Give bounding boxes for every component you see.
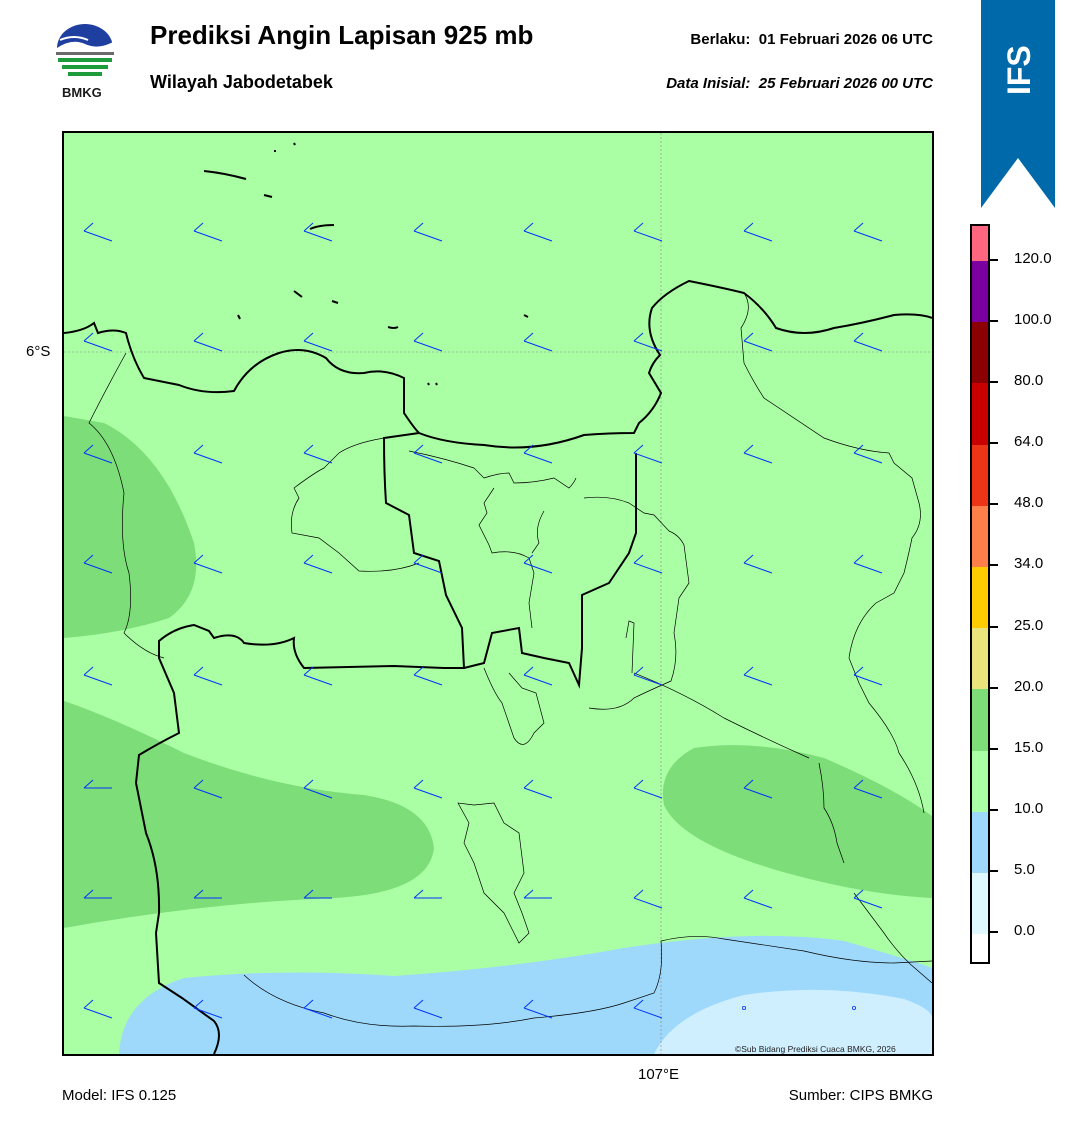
wind-barb-layer — [83, 222, 883, 1019]
colorbar-tick-label: 15.0 — [1014, 738, 1044, 756]
colorbar-tick-label: 10.0 — [1014, 799, 1044, 817]
colorbar-segment — [972, 934, 988, 962]
thousand-islands — [203, 142, 529, 386]
model-badge-label: IFS — [1001, 45, 1037, 95]
colorbar-segment — [972, 811, 988, 873]
colorbar-tick-label: 64.0 — [1014, 433, 1044, 451]
colorbar-segment — [972, 628, 988, 690]
colorbar-tick-label: 120.0 — [1014, 249, 1052, 267]
jakarta-boundary — [463, 453, 637, 689]
valid-time: Berlaku: 01 Februari 2026 06 UTC — [690, 31, 933, 48]
logo-text: BMKG — [62, 85, 102, 100]
colorbar-tick — [990, 442, 998, 445]
colorbar-tick-label: 100.0 — [1014, 311, 1052, 328]
colorbar-tick — [990, 503, 998, 506]
colorbar-tick-label: 20.0 — [1014, 677, 1044, 695]
colorbar-tick — [990, 381, 998, 384]
wind-barb — [303, 889, 332, 899]
colorbar-tick — [990, 258, 998, 261]
colorbar-tick — [990, 808, 998, 811]
map-background — [64, 133, 932, 1054]
wind-field-15-20-west — [64, 416, 197, 638]
wind-barb — [413, 889, 442, 899]
colorbar-segment — [972, 689, 988, 751]
wind-barb — [83, 779, 112, 789]
model-badge — [981, 0, 1055, 208]
colorbar-tick — [990, 320, 998, 322]
colorbar-segment — [972, 322, 988, 384]
colorbar-tick — [990, 747, 998, 750]
colorbar-tick — [990, 869, 998, 872]
colorbar-segment — [972, 873, 988, 935]
map-subtitle: Wilayah Jabodetabek — [150, 72, 333, 92]
model-info: Model: IFS 0.125 — [62, 1087, 177, 1104]
colorbar-segment — [972, 383, 988, 445]
colorbar-tick — [990, 686, 998, 689]
wind-barb — [741, 1005, 747, 1011]
wind-barb — [193, 889, 222, 899]
map-title: Prediksi Angin Lapisan 925 mb — [150, 20, 534, 50]
colorbar-tick — [990, 931, 998, 933]
colorbar-segment — [972, 750, 988, 812]
colorbar-tick-label: 34.0 — [1014, 555, 1044, 573]
wind-barb — [851, 1005, 857, 1011]
lon-label: 107°E — [638, 1066, 680, 1083]
source-info: Sumber: CIPS BMKG — [788, 1087, 933, 1104]
colorbar-segment — [972, 226, 988, 261]
colorbar-tick-label: 5.0 — [1014, 860, 1035, 878]
colorbar-tick — [990, 625, 998, 628]
colorbar-segment — [972, 567, 988, 629]
wind-field-0-5 — [654, 989, 932, 1054]
init-time: Data Inisial: 25 Februari 2026 00 UTC — [666, 75, 933, 92]
province-boundary — [134, 432, 466, 1054]
wind-barb — [83, 889, 112, 899]
wind-map — [62, 131, 934, 1056]
wind-field-15-20-east — [662, 745, 932, 898]
colorbar-tick-label: 48.0 — [1014, 494, 1044, 512]
colorbar — [970, 224, 990, 964]
colorbar-segment — [972, 444, 988, 506]
colorbar-ticks: 0.0 5.0 10.0 15.0 20.0 25.0 34.0 48.0 64.0 80.0 10… — [990, 224, 1080, 964]
colorbar-tick-label: 25.0 — [1014, 616, 1044, 634]
coastline — [64, 279, 932, 449]
colorbar-tick-label: 0.0 — [1014, 922, 1035, 939]
wind-barb — [523, 889, 552, 899]
lat-label: 6°S — [26, 343, 51, 360]
bmkg-logo — [54, 20, 116, 84]
copyright-text: ©Sub Bidang Prediksi Cuaca BMKG, 2026 — [735, 1044, 896, 1054]
colorbar-tick-label: 80.0 — [1014, 372, 1044, 390]
colorbar-tick — [990, 564, 998, 567]
colorbar-segment — [972, 505, 988, 567]
colorbar-segment — [972, 261, 988, 323]
